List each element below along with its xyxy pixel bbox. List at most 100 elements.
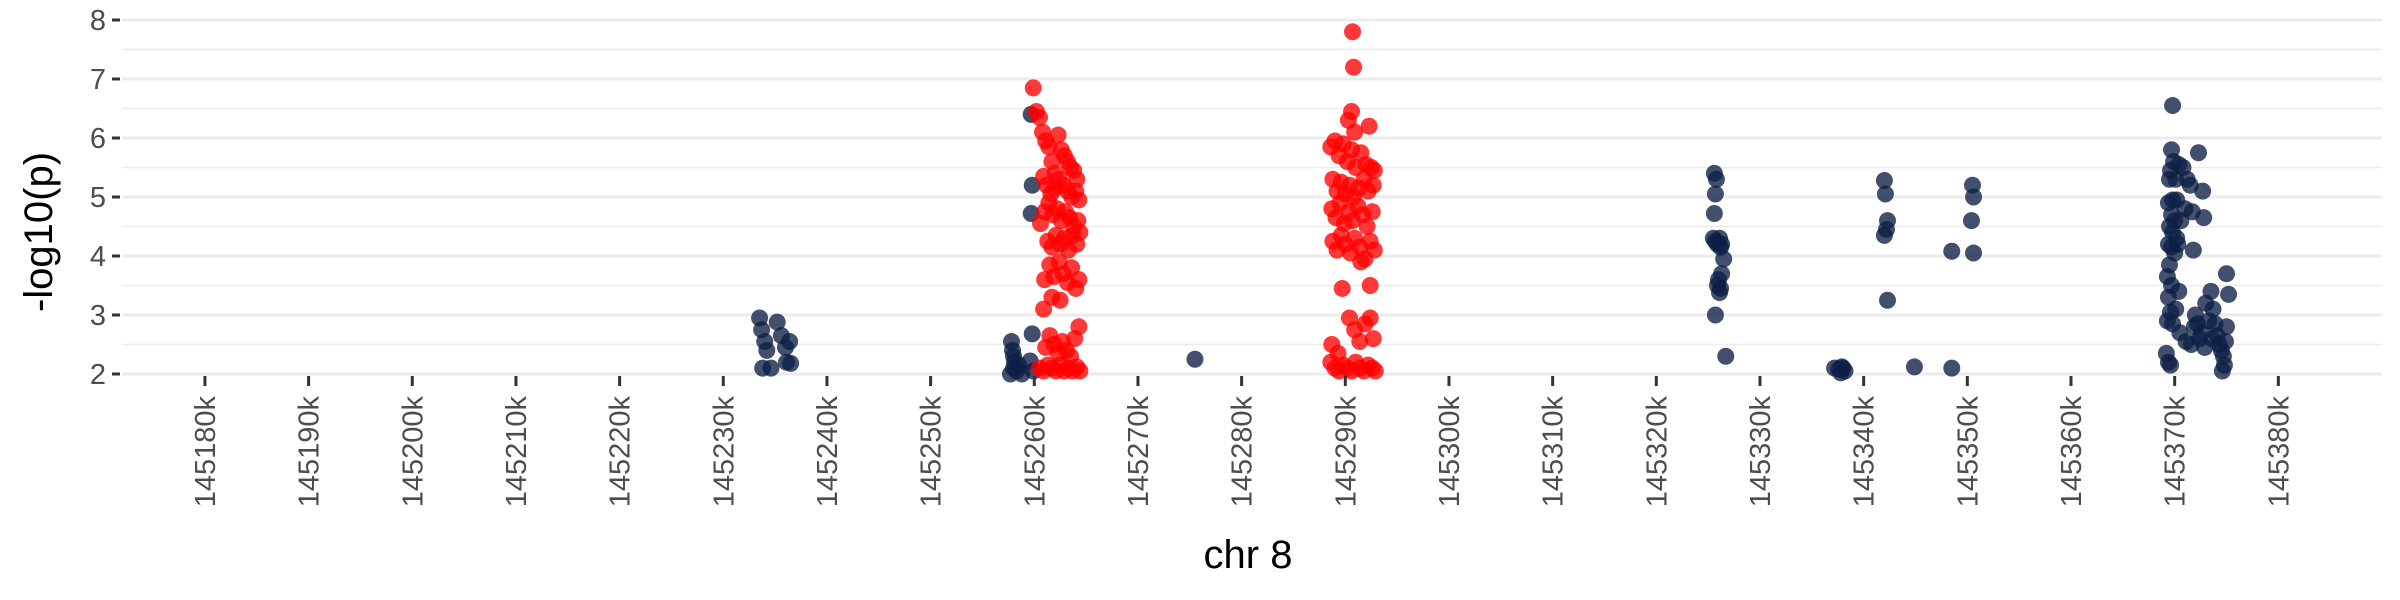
data-point: [1360, 117, 1378, 135]
data-point: [2220, 285, 2238, 303]
x-tick-label: 145320k: [1641, 396, 1673, 508]
data-point: [1876, 185, 1894, 203]
data-point: [1071, 362, 1089, 380]
data-point: [1023, 176, 1041, 194]
data-point: [1706, 185, 1724, 203]
data-point: [768, 313, 786, 331]
y-axis-title: -log10(p): [17, 152, 61, 312]
data-point: [758, 341, 776, 359]
data-point: [1364, 330, 1382, 348]
x-tick-label: 145330k: [1745, 396, 1777, 508]
x-tick-label: 145340k: [1849, 396, 1881, 508]
data-point: [2164, 97, 2182, 115]
x-tick-label: 145200k: [397, 396, 429, 508]
y-tick-label: 4: [90, 241, 106, 273]
data-point: [2194, 182, 2212, 200]
y-tick-label: 3: [90, 300, 106, 332]
data-point: [1186, 350, 1204, 368]
data-point: [2170, 282, 2188, 300]
data-point: [2160, 170, 2178, 188]
data-point: [1024, 79, 1042, 97]
data-point: [1717, 347, 1735, 365]
data-point: [1875, 171, 1893, 189]
data-point: [1035, 300, 1053, 318]
data-point: [1905, 358, 1923, 376]
data-point: [1366, 362, 1384, 380]
data-point: [1705, 205, 1723, 223]
x-tick-label: 145350k: [1952, 396, 1984, 508]
data-point: [1706, 306, 1724, 324]
data-point: [1051, 291, 1069, 309]
x-tick-label: 145190k: [294, 396, 326, 508]
x-tick-label: 145360k: [2056, 396, 2088, 508]
x-axis: 145180k 145190k 145200k 145210k 145220k 14523…: [190, 376, 2295, 507]
data-point: [1030, 108, 1048, 126]
data-point: [1071, 223, 1089, 241]
data-point: [2190, 144, 2208, 162]
data-point: [1943, 242, 1961, 260]
data-point: [762, 359, 780, 377]
x-tick-label: 145280k: [1227, 396, 1259, 508]
data-point: [1943, 359, 1961, 377]
data-points: [751, 23, 2238, 383]
data-point: [1023, 325, 1041, 343]
data-point: [782, 354, 800, 372]
data-point: [1070, 318, 1088, 336]
x-axis-title: chr 8: [1204, 533, 1293, 577]
gridlines: [122, 18, 2382, 376]
x-tick-label: 145310k: [1538, 396, 1570, 508]
data-point: [1711, 284, 1729, 302]
x-tick-label: 145380k: [2263, 396, 2295, 508]
data-point: [2196, 338, 2214, 356]
data-point: [2169, 235, 2187, 253]
data-point: [2184, 241, 2202, 259]
data-point: [1345, 58, 1363, 76]
data-point: [1363, 203, 1381, 221]
x-tick-label: 145260k: [1019, 396, 1051, 508]
x-tick-label: 145220k: [605, 396, 637, 508]
data-point: [1358, 218, 1376, 235]
x-tick-label: 145210k: [501, 396, 533, 508]
data-point: [1715, 250, 1733, 268]
y-axis: 2 3 4 5 6 7 8: [90, 5, 120, 391]
x-tick-label: 145300k: [1434, 396, 1466, 508]
y-tick-label: 6: [90, 123, 106, 155]
x-tick-label: 145180k: [190, 396, 222, 508]
y-tick-label: 7: [90, 64, 106, 96]
data-point: [1364, 176, 1382, 194]
data-point: [2217, 265, 2235, 283]
data-point: [2162, 356, 2180, 374]
data-point: [2213, 362, 2231, 380]
data-point: [1361, 309, 1379, 327]
data-point: [1070, 271, 1088, 289]
x-tick-label: 145370k: [2160, 396, 2192, 508]
x-tick-label: 145290k: [1330, 396, 1362, 508]
data-point: [2202, 282, 2220, 300]
data-point: [1333, 279, 1351, 297]
data-point: [1875, 226, 1893, 244]
data-point: [1351, 333, 1369, 351]
data-point: [1962, 212, 1980, 230]
data-point: [1049, 126, 1067, 144]
y-tick-label: 5: [90, 182, 106, 214]
data-point: [1361, 277, 1379, 294]
data-point: [1965, 188, 1983, 206]
data-point: [2195, 209, 2213, 227]
x-tick-label: 145230k: [708, 396, 740, 508]
x-tick-label: 145250k: [916, 396, 948, 508]
y-tick-label: 2: [90, 359, 106, 391]
data-point: [1965, 244, 1983, 262]
data-point: [1832, 364, 1850, 382]
data-point: [1346, 123, 1364, 141]
data-point: [2217, 318, 2235, 336]
data-point: [2216, 333, 2234, 351]
data-point: [1070, 191, 1088, 209]
data-point: [1365, 241, 1383, 259]
data-point: [781, 333, 799, 351]
x-tick-label: 145240k: [812, 396, 844, 508]
data-point: [2204, 300, 2222, 318]
data-point: [1707, 170, 1725, 188]
data-point: [1344, 23, 1362, 41]
